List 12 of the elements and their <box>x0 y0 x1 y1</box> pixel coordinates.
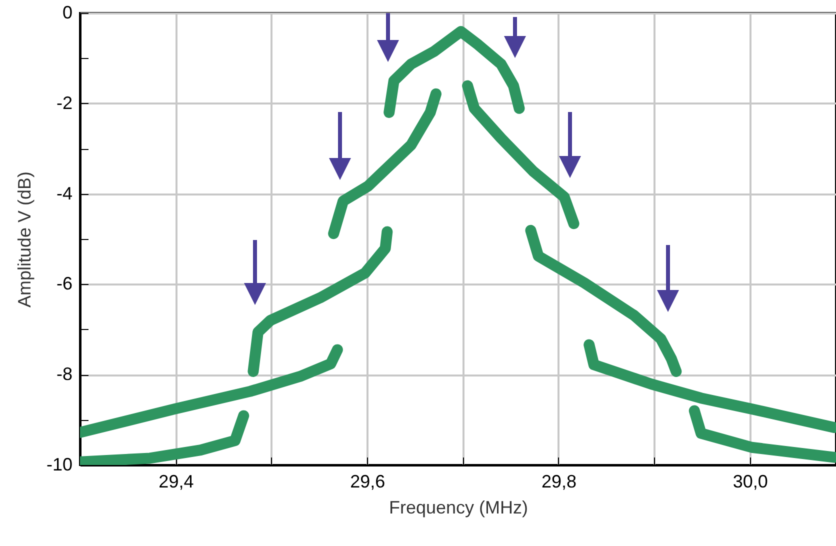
y-tick-label: -8 <box>56 364 72 384</box>
y-tick-label: 0 <box>62 2 72 22</box>
y-tick-label: -4 <box>56 183 72 204</box>
x-tick-label: 29,8 <box>541 472 577 492</box>
x-axis-title: Frequency (MHz) <box>388 498 528 518</box>
x-tick-label: 29,4 <box>158 472 194 492</box>
x-tick-label: 29,6 <box>350 472 386 492</box>
y-tick-label: -2 <box>56 92 72 113</box>
x-tick-label: 30,0 <box>732 472 768 492</box>
y-axis-title: Amplitude V (dB) <box>14 171 34 308</box>
y-tick-label: -10 <box>46 454 72 474</box>
y-tick-label: -6 <box>56 274 72 294</box>
